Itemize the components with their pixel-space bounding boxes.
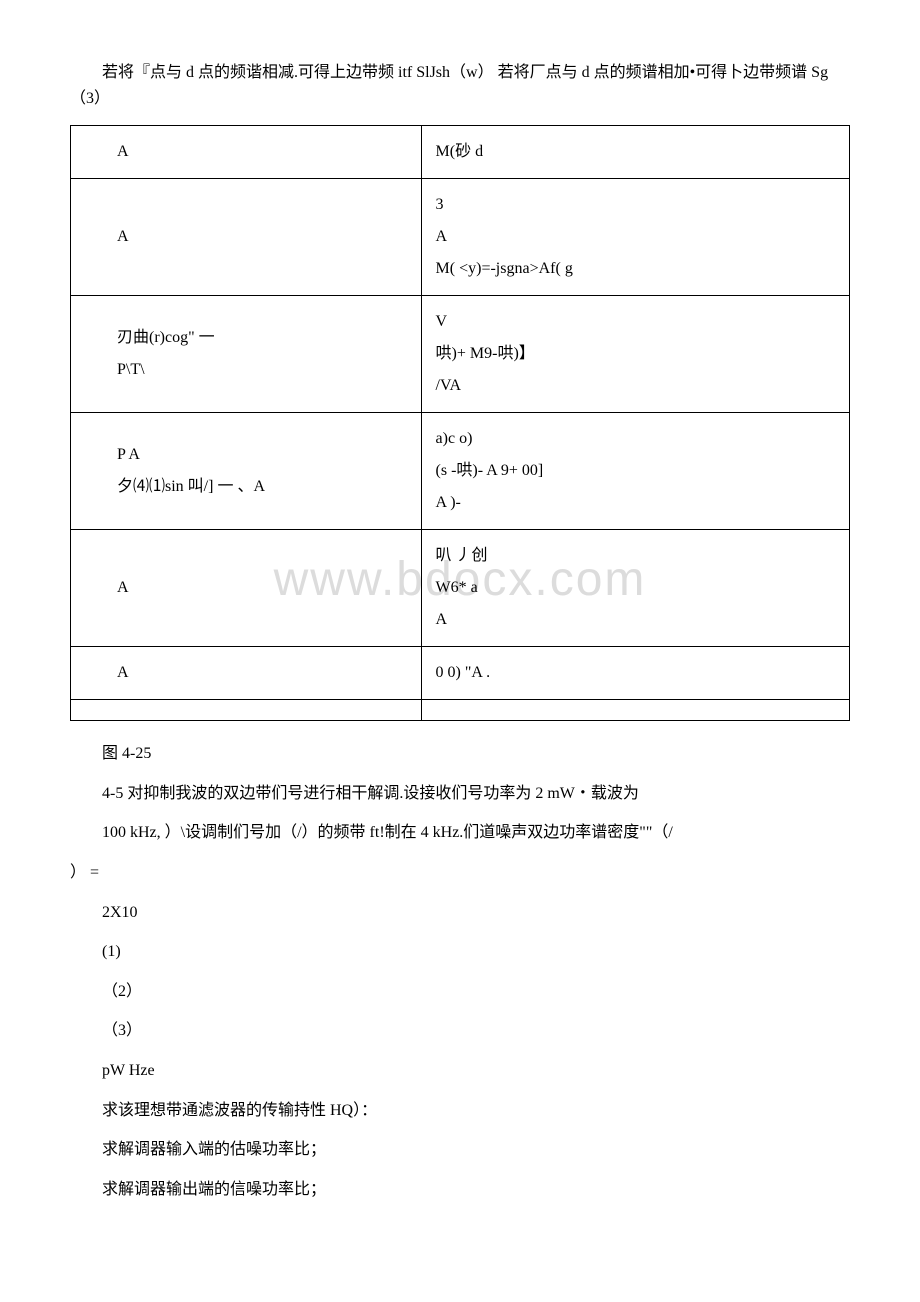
table-cell-left: 刃曲(r)cog" 一P\T\ [71,296,422,413]
table-cell-left: A [71,179,422,296]
cell-text: A [85,221,407,253]
cell-text: (s -哄)- A 9+ 00] [436,455,835,487]
table-cell-left [71,700,422,721]
paragraph-q3: 求解调器输出端的信噪功率比； [70,1177,850,1203]
table-row: A 0 0) "A . [71,647,850,700]
cell-text: A [85,572,407,604]
intro-paragraph: 若将『点与 d 点的频谐相减.可得上边带频 itf SlJsh（w） 若将厂点与… [70,60,850,111]
cell-text: A [436,221,835,253]
table-row [71,700,850,721]
cell-text: a)c o) [436,423,835,455]
cell-text: A )- [436,487,835,519]
cell-text: 哄)+ M9-哄)】 [436,338,835,370]
table-cell-right: M(砂 d [421,126,849,179]
data-table: AM(砂 dA3AM( <y)=-jsgna>Af( g刃曲(r)cog" 一P… [70,125,850,721]
paragraph-q2: 求解调器输入端的估噪功率比； [70,1137,850,1163]
paragraph-2x10: 2X10 [70,900,850,926]
table-row: P A夕⑷⑴sin 叫/] 一 、Aa)c o)(s -哄)- A 9+ 00]… [71,413,850,530]
table-cell-left: P A夕⑷⑴sin 叫/] 一 、A [71,413,422,530]
table-cell-left: A [71,647,422,700]
paragraph-list-2: （2） [70,979,850,1005]
table-cell-left: A [71,530,422,647]
cell-text: A [85,136,407,168]
figure-caption: 图 4-25 [70,741,850,767]
table-row: 刃曲(r)cog" 一P\T\V哄)+ M9-哄)】/VA [71,296,850,413]
paragraph-pw: pW Hze [70,1058,850,1084]
cell-text: M(砂 d [436,136,835,168]
cell-text: P\T\ [85,354,407,386]
table-cell-right: 3AM( <y)=-jsgna>Af( g [421,179,849,296]
paragraph-list-1: (1) [70,939,850,965]
cell-text: 刃曲(r)cog" 一 [85,322,407,354]
table-cell-left: A [71,126,422,179]
table-cell-right: V哄)+ M9-哄)】/VA [421,296,849,413]
cell-text: M( <y)=-jsgna>Af( g [436,253,835,285]
table-row: A M(砂 d [71,126,850,179]
table-cell-right: 叭 丿创W6* aA [421,530,849,647]
paragraph-100khz-b: ） = [70,860,850,886]
table-row: A叭 丿创W6* aA [71,530,850,647]
cell-text: 夕⑷⑴sin 叫/] 一 、A [85,471,407,503]
cell-text: V [436,306,835,338]
cell-text: A [85,657,407,689]
cell-text: 3 [436,189,835,221]
document-content: 若将『点与 d 点的频谐相减.可得上边带频 itf SlJsh（w） 若将厂点与… [70,60,850,1202]
cell-text: P A [85,439,407,471]
table-cell-right [421,700,849,721]
cell-text: 叭 丿创 [436,540,835,572]
paragraph-list-3: （3） [70,1018,850,1044]
table-cell-right: a)c o)(s -哄)- A 9+ 00]A )- [421,413,849,530]
cell-text: W6* a [436,572,835,604]
table-cell-right: 0 0) "A . [421,647,849,700]
table-row: A3AM( <y)=-jsgna>Af( g [71,179,850,296]
cell-text: /VA [436,370,835,402]
cell-text: 0 0) "A . [436,657,835,689]
paragraph-4-5: 4-5 对抑制我波的双边带们号进行相干解调.设接收们号功率为 2 mW・载波为 [70,781,850,807]
paragraph-q1: 求该理想带通滤波器的传输持性 HQ）： [70,1098,850,1124]
cell-text: A [436,604,835,636]
paragraph-100khz-a: 100 kHz, ）\设调制们号加（/）的频带 ft!制在 4 kHz.们道噪声… [70,820,850,846]
